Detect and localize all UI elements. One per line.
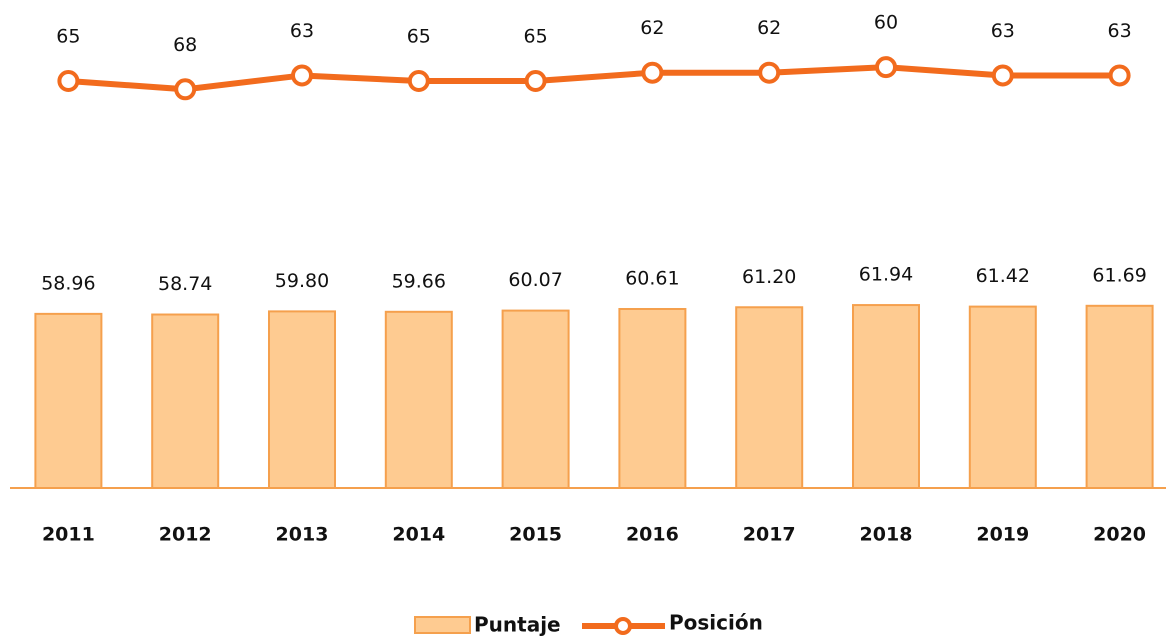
line-value-label: 65 <box>407 25 431 47</box>
line-marker <box>174 78 197 101</box>
bar <box>618 307 687 489</box>
line-marker <box>524 69 547 92</box>
bar-value-label: 61.69 <box>1092 264 1146 286</box>
x-tick-label: 2015 <box>509 524 562 546</box>
line-marker <box>991 64 1014 87</box>
legend-swatch <box>414 616 471 634</box>
line-value-label: 65 <box>524 25 548 47</box>
line-value-label: 63 <box>290 20 314 42</box>
bar-value-label: 59.66 <box>392 270 446 292</box>
bar <box>735 306 804 490</box>
x-tick-label: 2014 <box>392 524 445 546</box>
line-marker <box>758 61 781 84</box>
line-marker <box>875 56 897 79</box>
x-tick-label: 2013 <box>276 524 329 546</box>
legend-swatch <box>614 617 632 635</box>
x-tick-label: 2018 <box>860 524 913 546</box>
bar <box>852 304 920 489</box>
x-tick-label: 2017 <box>743 524 796 546</box>
legend-label: Posición <box>669 611 763 635</box>
bar <box>968 305 1037 489</box>
line-marker <box>291 64 313 87</box>
line-marker <box>57 69 80 92</box>
bar <box>268 310 336 489</box>
bar-value-label: 60.07 <box>508 269 562 291</box>
bar-value-label: 61.42 <box>976 265 1030 287</box>
bar-value-label: 61.94 <box>859 264 913 286</box>
bar-value-label: 58.96 <box>41 272 95 294</box>
bar-value-label: 60.61 <box>625 267 679 289</box>
x-tick-label: 2020 <box>1093 524 1146 546</box>
bar <box>151 313 220 490</box>
x-tick-label: 2016 <box>626 524 679 546</box>
line-value-label: 63 <box>1108 20 1132 42</box>
bar-value-label: 58.74 <box>158 273 212 295</box>
x-tick-label: 2019 <box>976 524 1029 546</box>
line-value-label: 62 <box>757 17 781 39</box>
line-marker <box>641 61 664 84</box>
line-value-label: 60 <box>874 12 898 34</box>
x-tick-label: 2011 <box>42 524 95 546</box>
line <box>68 64 1120 93</box>
bar <box>501 309 570 489</box>
line-marker <box>1108 64 1131 87</box>
legend-label: Puntaje <box>474 613 561 637</box>
bar-value-label: 61.20 <box>742 266 796 288</box>
bar-value-label: 59.80 <box>275 270 329 292</box>
line-value-label: 65 <box>56 25 80 47</box>
line-value-label: 63 <box>991 20 1015 42</box>
bar <box>1085 304 1154 489</box>
bar <box>384 310 453 489</box>
bar <box>34 312 103 489</box>
line-value-label: 62 <box>640 17 664 39</box>
line-marker <box>407 69 430 92</box>
x-tick-label: 2012 <box>159 524 212 546</box>
line-value-label: 68 <box>173 34 197 56</box>
